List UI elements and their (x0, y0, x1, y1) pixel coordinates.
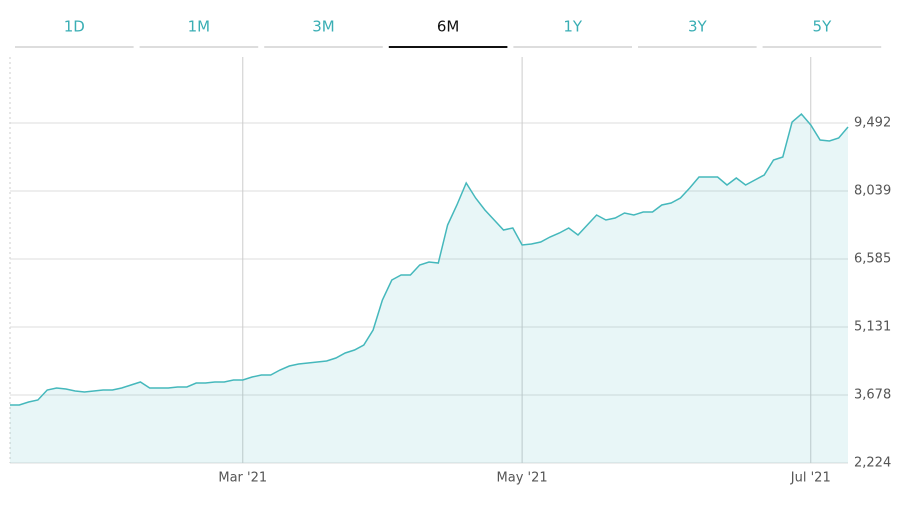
price-line (10, 112, 849, 406)
x-tick-label: May '21 (497, 471, 548, 486)
tab-label[interactable]: 3Y (688, 18, 708, 36)
y-tick-label: 5,131 (854, 319, 891, 334)
area-fill (10, 114, 848, 463)
y-tick-label: 8,039 (854, 183, 891, 198)
tab-label[interactable]: 3M (312, 18, 335, 36)
y-tick-label: 3,678 (854, 387, 891, 402)
tab-label[interactable]: 1D (64, 18, 85, 36)
y-tick-label: 2,224 (854, 456, 891, 471)
y-tick-label: 6,585 (854, 251, 891, 266)
tab-label[interactable]: 5Y (813, 18, 833, 36)
tab-label[interactable]: 6M (437, 18, 460, 36)
x-tick-label: Mar '21 (218, 471, 267, 486)
y-tick-label: 9,492 (854, 115, 891, 130)
tab-label[interactable]: 1M (188, 18, 211, 36)
x-tick-label: Jul '21 (790, 471, 831, 486)
tab-label[interactable]: 1Y (563, 18, 583, 36)
